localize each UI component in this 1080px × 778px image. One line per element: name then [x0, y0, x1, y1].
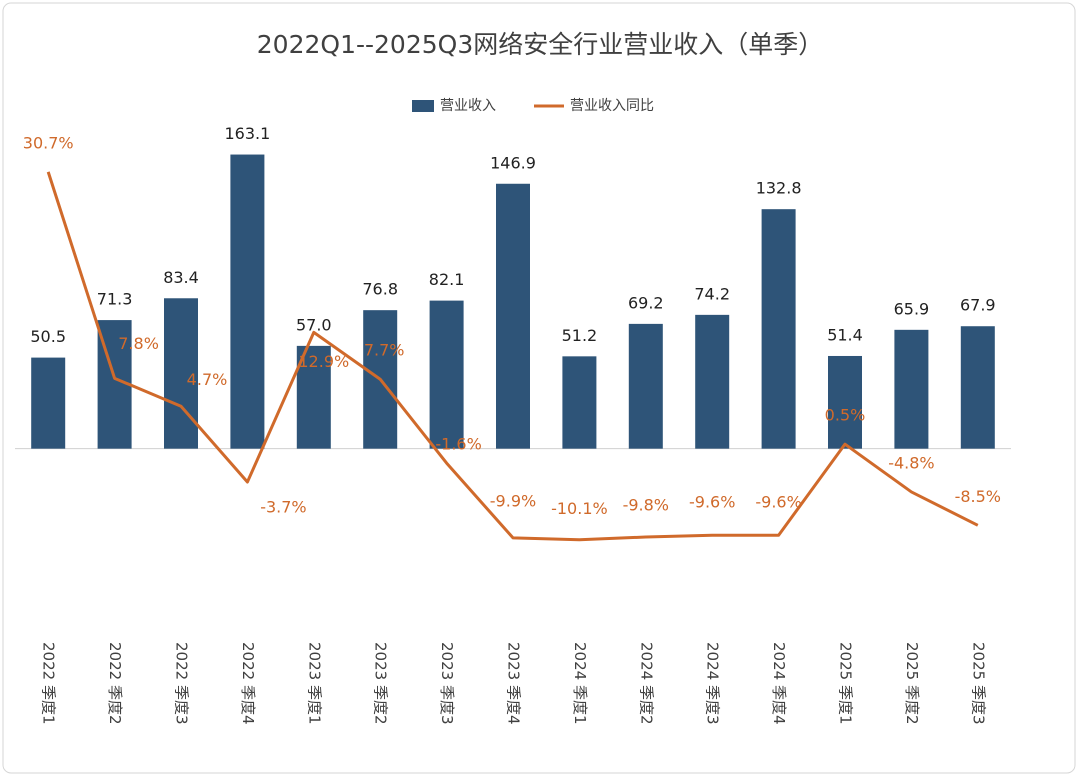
bar: [628, 323, 663, 449]
line-value-label: -8.5%: [955, 487, 1001, 506]
x-tick-label: 2022 季度2: [106, 642, 124, 725]
bar-value-label: 65.9: [894, 299, 930, 318]
legend-label: 营业收入同比: [570, 98, 654, 114]
x-tick-label: 2023 季度3: [438, 642, 456, 725]
line-value-label: 7.7%: [364, 341, 405, 360]
line-value-label: 12.9%: [298, 352, 349, 371]
bar-value-label: 82.1: [429, 270, 465, 289]
legend-swatch: [412, 100, 434, 112]
bar: [761, 209, 796, 449]
bar-value-label: 67.9: [960, 296, 996, 315]
x-tick-label: 2024 季度2: [637, 642, 655, 725]
bar-value-label: 76.8: [362, 280, 398, 299]
x-tick-label: 2025 季度1: [837, 642, 855, 725]
x-tick-label: 2023 季度1: [305, 642, 323, 725]
x-tick-label: 2022 季度4: [239, 642, 257, 725]
line-value-label: -1.6%: [435, 435, 481, 454]
bar-value-label: 51.4: [827, 325, 863, 344]
bar-value-label: 146.9: [490, 153, 536, 172]
line-value-label: 7.8%: [118, 334, 159, 353]
x-tick-label: 2024 季度4: [770, 642, 788, 725]
line-value-label: 4.7%: [187, 370, 228, 389]
bar: [296, 345, 331, 449]
bar-value-label: 51.2: [562, 326, 598, 345]
line-value-label: -9.6%: [755, 493, 801, 512]
bar-value-label: 74.2: [694, 284, 730, 303]
line-value-label: 30.7%: [23, 133, 74, 152]
bar-value-label: 57.0: [296, 315, 332, 334]
x-tick-label: 2023 季度2: [372, 642, 390, 725]
line: [46, 171, 979, 542]
line-value-label: -3.7%: [260, 498, 306, 517]
bar: [894, 329, 929, 449]
line-value-label: -9.9%: [490, 491, 536, 510]
bar-value-label: 83.4: [163, 268, 199, 287]
chart-title: 2022Q1--2025Q3网络安全行业营业收入（单季）: [257, 30, 823, 59]
x-tick-label: 2025 季度3: [969, 642, 987, 725]
bar: [429, 300, 464, 449]
line-value-label: -10.1%: [551, 499, 608, 518]
bar-value-label: 71.3: [97, 290, 133, 309]
x-tick-label: 2024 季度1: [571, 642, 589, 725]
bar: [828, 355, 862, 449]
x-tick-label: 2024 季度3: [704, 642, 722, 725]
bar-value-label: 132.8: [756, 179, 802, 198]
bar: [562, 356, 597, 449]
x-tick-label: 2025 季度2: [903, 642, 921, 725]
bar: [960, 326, 995, 449]
line-value-label: -9.8%: [623, 496, 669, 515]
x-tick-label: 2022 季度1: [40, 642, 58, 725]
bar: [31, 357, 66, 449]
line-value-label: -9.6%: [689, 493, 735, 512]
legend-label: 营业收入: [440, 98, 496, 114]
bar: [164, 298, 198, 449]
x-tick-label: 2022 季度3: [173, 642, 191, 725]
line-value-label: -4.8%: [888, 453, 934, 472]
bar: [230, 154, 265, 449]
bar: [695, 314, 730, 449]
bar: [496, 183, 530, 449]
x-tick-label: 2023 季度4: [505, 642, 523, 725]
bar-value-label: 69.2: [628, 293, 664, 312]
line-value-label: 0.5%: [825, 406, 866, 425]
bar-value-label: 50.5: [30, 327, 66, 346]
bar-value-label: 163.1: [224, 124, 270, 143]
